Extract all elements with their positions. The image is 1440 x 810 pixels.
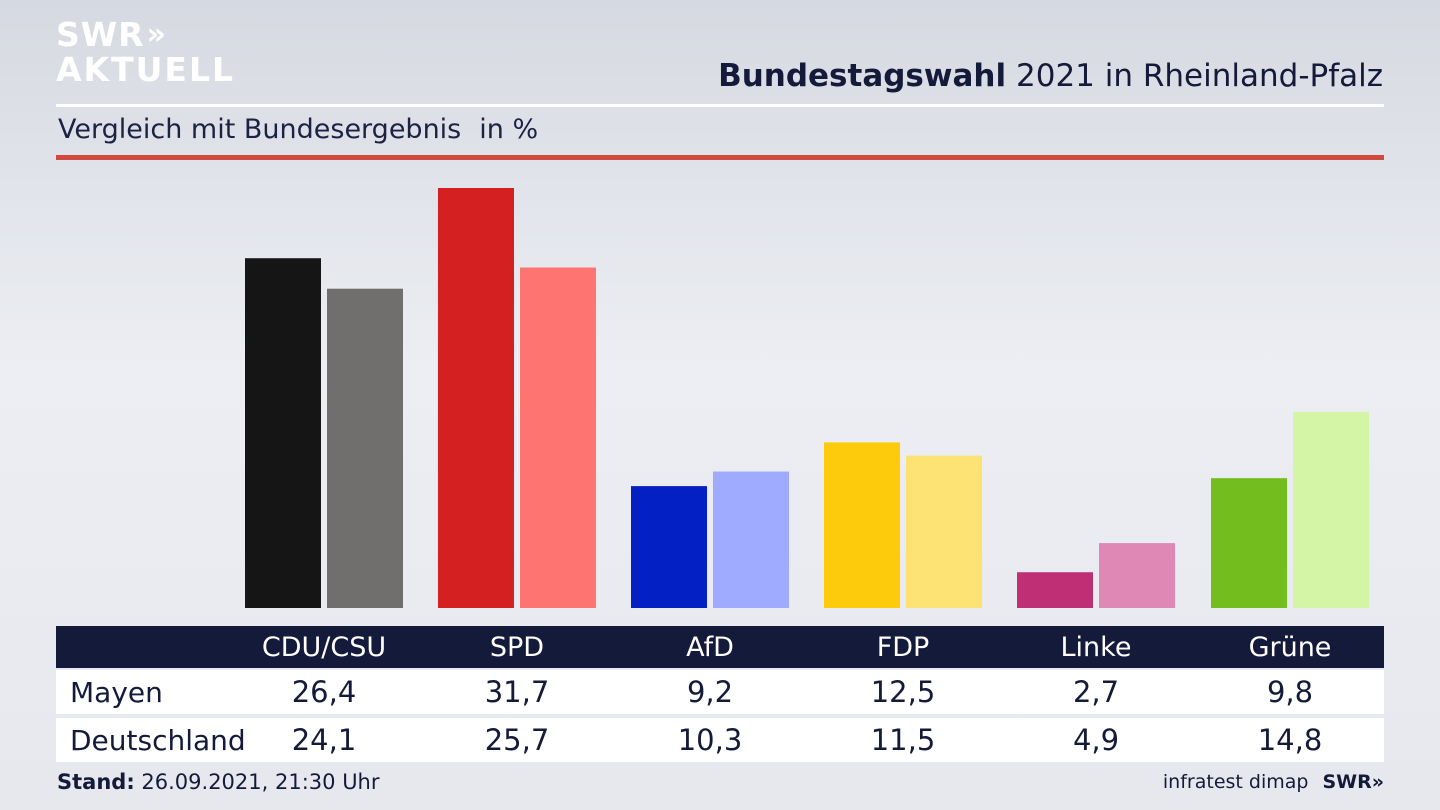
value-spd-deutschland: 25,7 bbox=[484, 723, 550, 757]
column-header-gr-ne: Grüne bbox=[1248, 631, 1332, 663]
bar-fdp-deutschland bbox=[906, 455, 982, 608]
bar-fdp-mayen bbox=[824, 442, 900, 608]
value-afd-mayen: 9,2 bbox=[686, 675, 734, 709]
value-cdu-csu-mayen: 26,4 bbox=[291, 675, 357, 709]
value-linke-mayen: 2,7 bbox=[1072, 675, 1120, 709]
stand-label: Stand: bbox=[57, 770, 135, 794]
value-fdp-mayen: 12,5 bbox=[870, 675, 936, 709]
value-gr-ne-deutschland: 14,8 bbox=[1257, 723, 1323, 757]
results-table: CDU/CSU SPD AfD FDP Linke Grüne Mayen 26,4 31,… bbox=[56, 626, 1384, 762]
row-label: Deutschland bbox=[70, 723, 246, 757]
subtitle-text: Vergleich mit Bundesergebnis bbox=[58, 114, 462, 145]
value-gr-ne-mayen: 9,8 bbox=[1266, 675, 1314, 709]
column-header-cdu-csu: CDU/CSU bbox=[261, 631, 387, 663]
chart-title: Bundestagswahl 2021 in Rheinland-Pfalz bbox=[718, 58, 1383, 94]
bar-linke-deutschland bbox=[1099, 543, 1175, 608]
table-header: CDU/CSU SPD AfD FDP Linke Grüne bbox=[56, 626, 1384, 668]
bar-linke-mayen bbox=[1017, 572, 1093, 608]
value-spd-mayen: 31,7 bbox=[484, 675, 550, 709]
chart-subtitle: Vergleich mit Bundesergebnis in % bbox=[58, 114, 538, 145]
bar-cdu-csu-deutschland bbox=[327, 288, 403, 608]
subtitle-unit: in % bbox=[479, 114, 539, 145]
title-divider bbox=[56, 104, 1384, 107]
bar-spd-mayen bbox=[438, 188, 514, 608]
chart-title-bold: Bundestagswahl bbox=[718, 58, 1007, 94]
value-afd-deutschland: 10,3 bbox=[677, 723, 743, 757]
source-text: infratest dimap bbox=[1162, 771, 1309, 793]
table-row-deutschland: Deutschland 24,1 25,7 10,3 11,5 4,9 14,8 bbox=[56, 718, 1384, 762]
bar-afd-mayen bbox=[631, 486, 707, 608]
column-header-linke: Linke bbox=[1060, 631, 1132, 663]
logo-line-2: AKTUELL bbox=[56, 50, 236, 89]
bar-gr-ne-mayen bbox=[1211, 478, 1287, 608]
swr-footer-logo: SWR» bbox=[1322, 771, 1384, 793]
bar-afd-deutschland bbox=[713, 471, 789, 608]
subtitle-divider bbox=[56, 155, 1384, 160]
value-fdp-deutschland: 11,5 bbox=[870, 723, 936, 757]
logo-line-1: SWR bbox=[56, 15, 145, 54]
source-credit: infratest dimap SWR» bbox=[1163, 771, 1384, 793]
bar-gr-ne-deutschland bbox=[1293, 411, 1369, 608]
timestamp: Stand: 26.09.2021, 21:30 Uhr bbox=[57, 770, 380, 794]
bar-cdu-csu-mayen bbox=[245, 258, 321, 608]
column-header-afd: AfD bbox=[686, 631, 734, 663]
swr-aktuell-logo: SWR» AKTUELL bbox=[56, 18, 235, 86]
bar-spd-deutschland bbox=[520, 267, 596, 608]
value-linke-deutschland: 4,9 bbox=[1072, 723, 1120, 757]
chart-title-rest: 2021 in Rheinland-Pfalz bbox=[1016, 58, 1383, 94]
column-header-fdp: FDP bbox=[876, 631, 930, 663]
value-cdu-csu-deutschland: 24,1 bbox=[291, 723, 357, 757]
table-row-mayen: Mayen 26,4 31,7 9,2 12,5 2,7 9,8 bbox=[56, 670, 1384, 714]
column-header-spd: SPD bbox=[489, 631, 545, 663]
stand-value: 26.09.2021, 21:30 Uhr bbox=[141, 770, 380, 794]
row-label: Mayen bbox=[70, 675, 163, 709]
